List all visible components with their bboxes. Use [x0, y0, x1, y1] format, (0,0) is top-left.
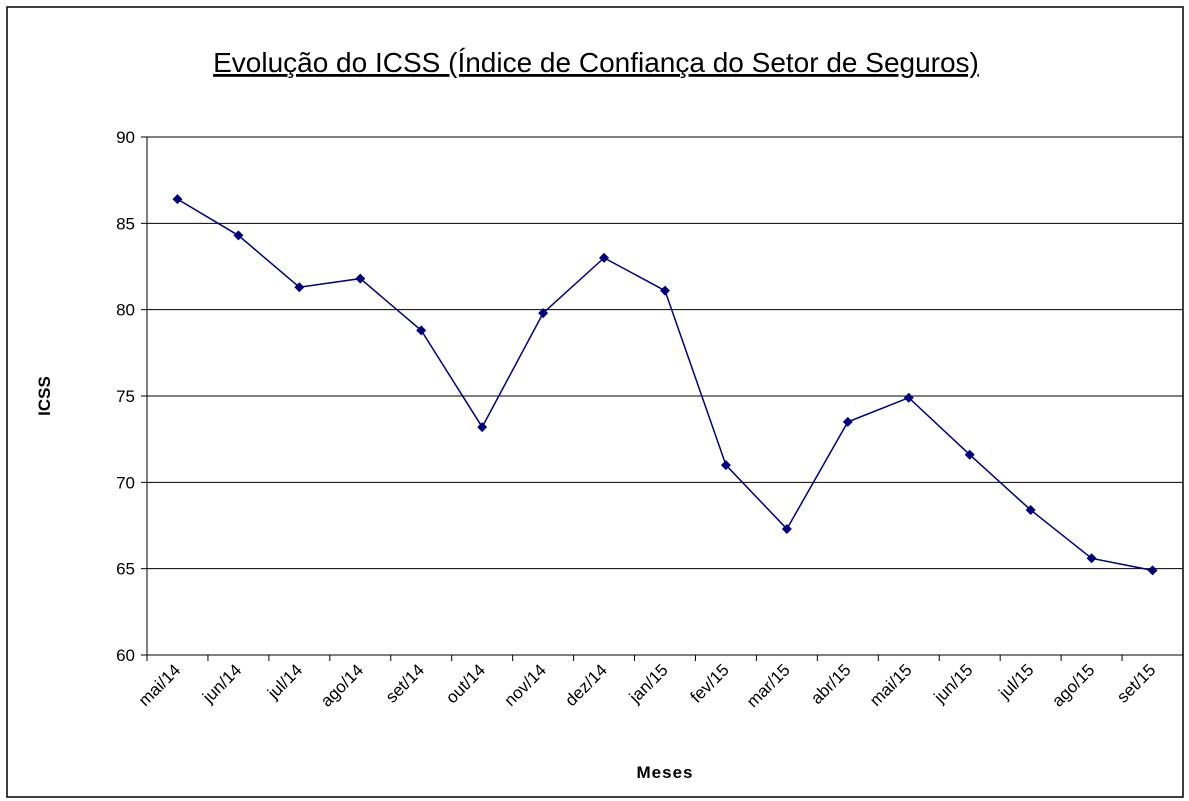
data-point [416, 325, 427, 336]
data-point [1086, 553, 1097, 564]
x-axis-label: Meses [637, 763, 694, 782]
data-point [1147, 565, 1158, 576]
data-point [233, 230, 244, 241]
data-point [294, 282, 305, 293]
data-point [720, 460, 731, 471]
y-tick-label: 85 [116, 214, 135, 233]
y-tick-label: 75 [116, 387, 135, 406]
data-point [477, 422, 488, 433]
y-axis-label: ICSS [35, 376, 54, 416]
data-point [903, 392, 914, 403]
data-point [1025, 504, 1036, 515]
y-tick-label: 70 [116, 473, 135, 492]
y-tick-label: 65 [116, 560, 135, 579]
data-point [964, 449, 975, 460]
data-point [355, 273, 366, 284]
data-point [538, 308, 549, 319]
chart-title: Evolução do ICSS (Índice de Confiança do… [213, 47, 979, 78]
data-point [660, 285, 670, 296]
chart-frame [6, 6, 1184, 798]
y-tick-label: 60 [116, 646, 135, 665]
data-point [842, 416, 853, 427]
data-point [599, 252, 610, 263]
data-point [172, 194, 183, 205]
y-tick-label: 80 [116, 301, 135, 320]
data-point [781, 523, 792, 534]
y-tick-label: 90 [116, 128, 135, 147]
